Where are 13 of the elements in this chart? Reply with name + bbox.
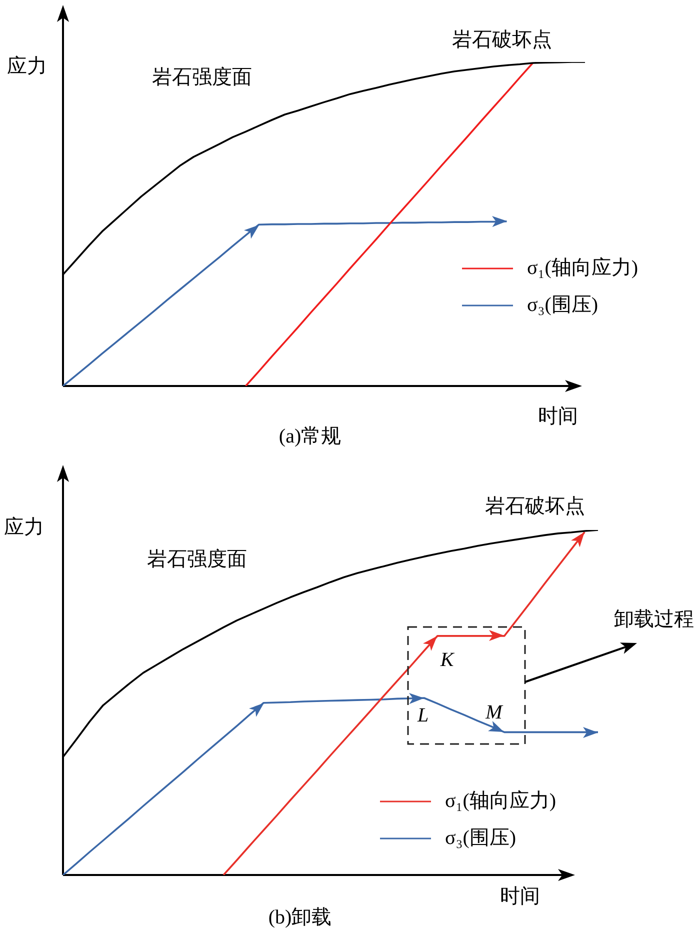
x-axis-title: 时间 — [538, 405, 578, 428]
x-axis-title: 时间 — [500, 885, 540, 908]
legend-label: σ₁(轴向应力) — [527, 256, 638, 279]
text: (a)常规 — [278, 425, 342, 448]
annotation: 岩石强度面 — [147, 548, 247, 570]
annotation: 岩石破坏点 — [452, 29, 552, 52]
y-axis-title: 应力 — [7, 55, 47, 78]
y-axis-title: 应力 — [4, 516, 44, 538]
annotation: 岩石强度面 — [152, 66, 252, 88]
text: (b)卸载 — [268, 906, 332, 928]
legend-label: σ₃(围压) — [527, 294, 598, 316]
annotation: 岩石破坏点 — [485, 495, 585, 518]
text: 卸载过程 — [614, 608, 694, 630]
